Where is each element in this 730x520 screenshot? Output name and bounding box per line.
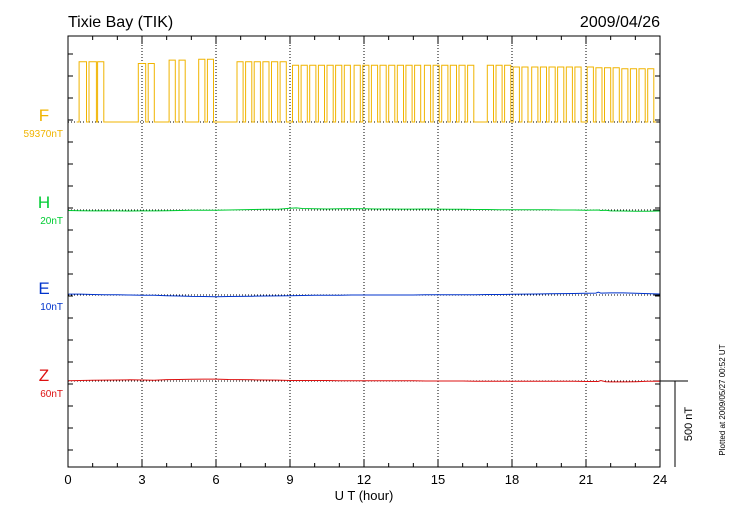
series-line-H bbox=[67, 207, 661, 212]
series-name-E: E bbox=[38, 279, 49, 298]
scale-bar: 500 nT bbox=[660, 380, 695, 467]
station-title: Tixie Bay (TIK) bbox=[68, 14, 173, 31]
series-baseline-Z: 60nT bbox=[40, 389, 63, 400]
scale-bar-label: 500 nT bbox=[683, 407, 695, 442]
x-tick-label: 0 bbox=[64, 472, 71, 487]
series-line-Z bbox=[67, 378, 661, 383]
series-labels: F 59370nT H 20nT E 10nT Z 60nT bbox=[24, 106, 63, 400]
x-tick-label: 18 bbox=[505, 472, 519, 487]
x-tick-label: 15 bbox=[431, 472, 445, 487]
series-group bbox=[67, 58, 661, 383]
date-title: 2009/04/26 bbox=[580, 14, 660, 31]
series-name-F: F bbox=[39, 106, 49, 125]
series-name-H: H bbox=[38, 193, 50, 212]
x-tick-label: 12 bbox=[357, 472, 371, 487]
series-baseline-F: 59370nT bbox=[24, 129, 63, 140]
series-line-E bbox=[68, 291, 661, 298]
series-name-Z: Z bbox=[39, 366, 49, 385]
x-tick-label: 21 bbox=[579, 472, 593, 487]
x-tick-label: 9 bbox=[286, 472, 293, 487]
x-axis-label: U T (hour) bbox=[335, 488, 394, 503]
x-tick-label: 3 bbox=[138, 472, 145, 487]
x-axis-ticks: 0 3 6 9 12 15 18 21 24 bbox=[64, 36, 667, 487]
series-baseline-H: 20nT bbox=[40, 216, 63, 227]
x-tick-label: 24 bbox=[653, 472, 667, 487]
series-baseline-E: 10nT bbox=[40, 302, 63, 313]
series-line-F bbox=[76, 58, 657, 123]
x-tick-label: 6 bbox=[212, 472, 219, 487]
plotted-note: Plotted at 2009/05/27 00:52 UT bbox=[718, 344, 727, 455]
